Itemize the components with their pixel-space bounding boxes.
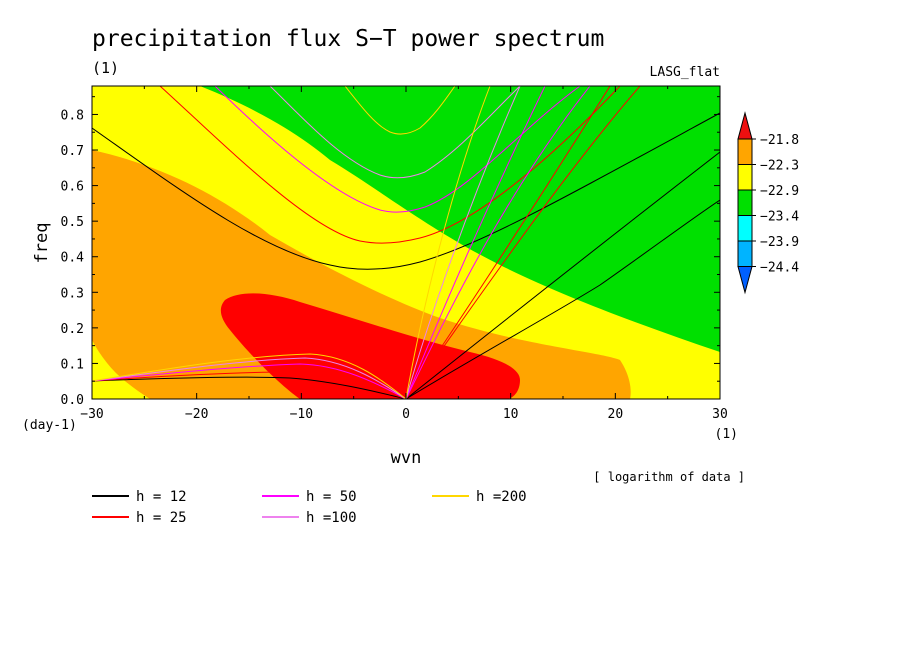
x-tick-label: 30 <box>712 407 728 422</box>
colorbar-bottom-triangle <box>737 266 753 295</box>
curve-h100-kelvin <box>405 86 521 399</box>
y-tick-label: 0.2 <box>61 322 84 337</box>
legend-label: h = 12 <box>136 489 187 505</box>
colorbar-swatch <box>737 189 753 216</box>
data-note: [ logarithm of data ] <box>593 470 745 484</box>
dispersion-curves <box>92 86 720 399</box>
curve-h25-low <box>92 371 407 399</box>
colorbar-swatch <box>737 215 753 242</box>
legend-label: h =200 <box>476 489 527 505</box>
curve-h12-kelvin-b <box>405 199 720 399</box>
x-tick-label: 20 <box>608 407 624 422</box>
colorbar-label: −22.3 <box>760 159 799 174</box>
chart-subtitle-left: (1) <box>92 59 119 77</box>
y-axis-unit: (day-1) <box>22 418 77 433</box>
curve-h100-rossby <box>269 86 521 179</box>
y-tick-label: 0.1 <box>61 357 84 372</box>
colorbar-swatch <box>737 240 753 267</box>
legend-label: h =100 <box>306 510 357 526</box>
colorbar-swatch <box>737 164 753 191</box>
colorbar-swatch <box>737 138 753 165</box>
x-tick-label: −20 <box>185 407 208 422</box>
y-tick-label: 0.7 <box>61 144 84 159</box>
curve-h12-kelvin <box>405 151 720 399</box>
colorbar-label: −21.8 <box>760 133 799 148</box>
legend-label: h = 25 <box>136 510 187 526</box>
colorbar-label: −22.9 <box>760 184 799 199</box>
x-tick-label: −30 <box>80 407 103 422</box>
curve-h12-rossby <box>92 112 720 270</box>
y-tick-label: 0.5 <box>61 215 84 230</box>
x-tick-label: 0 <box>402 407 410 422</box>
curve-h50-kelvin-b <box>405 86 546 399</box>
colorbar-label: −23.9 <box>760 235 799 250</box>
colorbar: −21.8 −22.3 −22.9 −23.4 −23.9 −24.4 <box>737 111 799 295</box>
curve-h12-low <box>92 376 407 399</box>
curve-h200-low <box>92 353 407 399</box>
curve-h200-rossby <box>344 86 456 135</box>
y-tick-label: 0.6 <box>61 180 84 195</box>
fill-orange <box>92 150 631 399</box>
chart-subtitle-right: LASG_flat <box>650 65 720 80</box>
plot-area <box>92 86 720 399</box>
x-axis-unit: (1) <box>715 427 738 442</box>
y-axis-label: freq <box>32 223 52 264</box>
y-tick-label: 0.4 <box>61 251 85 266</box>
legend: h = 12 h = 25 h = 50 h =100 h =200 <box>92 489 527 526</box>
x-axis-label: wvn <box>391 448 422 468</box>
curve-h25-kelvin <box>405 86 641 399</box>
x-axis: −30 −20 −10 0 10 20 30 <box>80 86 728 422</box>
curve-h200-kelvin <box>405 86 491 399</box>
y-tick-label: 0.3 <box>61 286 84 301</box>
curve-h50-rossby <box>214 86 581 213</box>
curve-h50-low <box>92 363 407 399</box>
fill-yellow-corner <box>92 340 150 399</box>
curve-h50-kelvin <box>405 86 591 399</box>
x-tick-label: −10 <box>290 407 313 422</box>
curve-h25-kelvin-b <box>405 86 611 399</box>
y-axis: 0.0 0.1 0.2 0.3 0.4 0.5 0.6 0.7 0.8 <box>61 96 720 408</box>
y-tick-label: 0.0 <box>61 393 84 408</box>
colorbar-label: −24.4 <box>760 261 799 276</box>
chart-title: precipitation flux S−T power spectrum <box>92 26 604 52</box>
colorbar-top-triangle <box>737 111 753 140</box>
curve-h25-rossby <box>159 86 621 244</box>
colorbar-label: −23.4 <box>760 210 799 225</box>
x-tick-label: 10 <box>503 407 519 422</box>
legend-label: h = 50 <box>306 489 357 505</box>
y-tick-label: 0.8 <box>61 108 84 123</box>
curve-h100-low <box>92 357 407 399</box>
